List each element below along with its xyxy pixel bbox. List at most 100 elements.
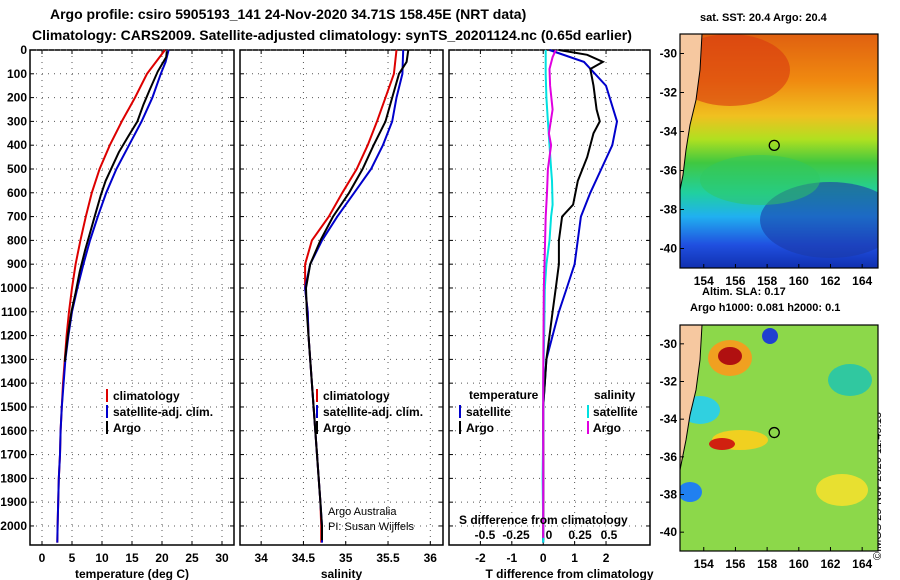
series-line (542, 49, 606, 541)
legend-swatch (106, 389, 108, 402)
y-tick-label: 2000 (0, 519, 27, 533)
x-tick-label: 25 (185, 551, 199, 565)
y-tick-label: 1700 (0, 448, 27, 462)
map-axes: 154 156 158 160 162 164 -30 -32 -34 -36 -38 -40 (660, 33, 879, 288)
legend-label: satellite (466, 405, 511, 419)
warm-current-patch (680, 34, 790, 106)
x-tick-label: 10 (95, 551, 109, 565)
x-axis-label: temperature (deg C) (75, 567, 189, 580)
legend-swatch (316, 389, 318, 402)
map-x-tick-label: 154 (694, 557, 714, 571)
legend-swatch (587, 421, 589, 434)
panel-frame (239, 49, 444, 546)
grid-lines (30, 49, 234, 545)
map-y-tick-label: -32 (660, 86, 678, 100)
y-tick-label: 800 (7, 233, 27, 247)
sla-map-subtitle: Argo h1000: 0.081 h2000: 0.1 (690, 302, 841, 314)
legend-3: temperature satellite Argo salinity satellit… (459, 388, 638, 542)
map-x-tick-label: 158 (757, 274, 777, 288)
x-tick-label: 1 (571, 551, 578, 565)
legend-swatch (106, 405, 108, 418)
x-axis-label: salinity (321, 567, 363, 580)
y-tick-label: 0 (20, 43, 27, 57)
secondary-x-tick-label: 0 (546, 528, 553, 542)
argo-location-marker (768, 426, 780, 439)
profile-panel-1: 0100200300400500600700800900100011001200… (0, 43, 235, 580)
legend-swatch (316, 405, 318, 418)
map-frame (679, 324, 879, 552)
secondary-x-tick-label: 0.5 (601, 528, 618, 542)
series-line (63, 51, 168, 362)
figure-title-line2: Climatology: CARS2009. Satellite-adjuste… (32, 27, 632, 43)
series-line (542, 49, 557, 538)
legend-label: satellite (593, 405, 638, 419)
legend-swatch (316, 421, 318, 434)
legend-swatch (459, 421, 461, 434)
y-tick-label: 500 (7, 162, 27, 176)
secondary-axis-title: S difference from climatology (459, 513, 628, 527)
legend-label: satellite-adj. clim. (323, 405, 423, 419)
x-tick-label: 20 (155, 551, 169, 565)
sla-mid-patch (828, 364, 872, 396)
legend-label: climatology (323, 389, 390, 403)
map-frame (679, 33, 879, 269)
map-x-tick-label: 162 (820, 274, 840, 288)
map-y-tick-label: -38 (660, 488, 678, 502)
y-tick-label: 200 (7, 91, 27, 105)
sla-map (680, 325, 878, 551)
x-tick-label: -1 (506, 551, 517, 565)
map-y-tick-label: -40 (660, 525, 678, 539)
grid-lines (240, 49, 443, 545)
mixed-water-patch (700, 155, 820, 205)
eddy-warm-core (718, 347, 742, 365)
sla-low-spot (762, 328, 778, 344)
series-line (304, 49, 410, 541)
map-x-tick-label: 154 (694, 274, 714, 288)
legend-label: Argo (593, 421, 621, 435)
map-y-tick-label: -30 (660, 337, 678, 351)
map-axes: 154 156 158 160 162 164 -30 -32 -34 -36 -38 -40 (660, 324, 879, 571)
legend-swatch (459, 405, 461, 418)
y-tick-label: 1800 (0, 471, 27, 485)
pi-annotation: Argo Australia (328, 506, 397, 518)
map-y-tick-label: -36 (660, 450, 678, 464)
map-x-tick-label: 156 (725, 557, 745, 571)
y-tick-label: 400 (7, 138, 27, 152)
sla-map-title: Altim. SLA: 0.17 (702, 286, 786, 298)
x-tick-label: 0 (39, 551, 46, 565)
x-tick-label: 36 (424, 551, 438, 565)
x-tick-label: 34.5 (292, 551, 316, 565)
y-tick-label: 1000 (0, 281, 27, 295)
legend-swatch (587, 405, 589, 418)
map-x-tick-label: 160 (789, 557, 809, 571)
y-tick-label: 1500 (0, 400, 27, 414)
y-tick-label: 600 (7, 186, 27, 200)
y-tick-label: 900 (7, 257, 27, 271)
map-y-tick-label: -34 (660, 412, 678, 426)
y-tick-label: 100 (7, 67, 27, 81)
map-y-tick-label: -32 (660, 375, 678, 389)
map-x-tick-label: 164 (852, 274, 872, 288)
map-y-tick-label: -34 (660, 125, 678, 139)
x-tick-label: 35.5 (376, 551, 400, 565)
legend-label: Argo (323, 421, 351, 435)
series-line (56, 49, 166, 543)
map-x-tick-label: 160 (789, 274, 809, 288)
legend-2: climatology satellite-adj. clim. Argo (316, 389, 423, 435)
map-x-tick-label: 158 (757, 557, 777, 571)
coastline-land (680, 325, 703, 471)
secondary-x-tick-label: -0.5 (475, 528, 496, 542)
pi-annotation: PI: Susan Wijffels (328, 521, 414, 533)
x-tick-label: 35 (339, 551, 353, 565)
x-axis-label: T difference from climatology (485, 567, 653, 580)
x-tick-label: 5 (69, 551, 76, 565)
legend-heading: temperature (469, 388, 539, 402)
legend-label: Argo (113, 421, 141, 435)
legend-label: Argo (466, 421, 494, 435)
map-x-tick-label: 162 (820, 557, 840, 571)
x-tick-label: 30 (215, 551, 229, 565)
sla-low-patch (680, 482, 702, 502)
legend-label: satellite-adj. clim. (113, 405, 213, 419)
legend-swatch (106, 421, 108, 434)
x-tick-label: 15 (125, 551, 139, 565)
